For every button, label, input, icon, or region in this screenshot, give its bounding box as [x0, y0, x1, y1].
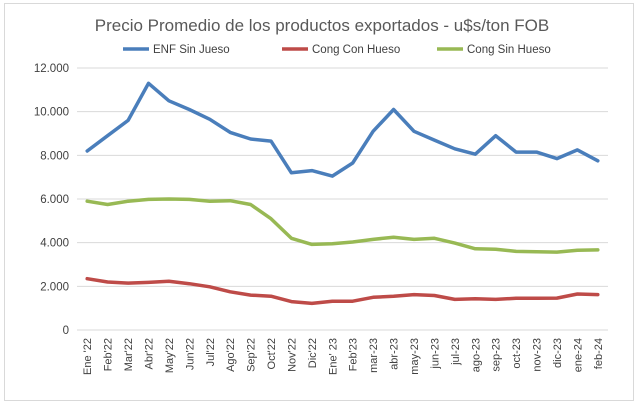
x-tick-label: abr-23	[389, 338, 401, 370]
line-chart: Precio Promedio de los productos exporta…	[34, 16, 608, 375]
series-line-3	[85, 197, 600, 254]
x-axis: Ene '22 Feb'22 Mar'22 Abr'22 May'22 Jun'22 Jul…	[82, 338, 605, 375]
y-axis: 0 2.000 4.000 6.000 8.000 10.000 12.000	[34, 63, 69, 337]
x-tick-label: Abr'22	[143, 338, 155, 369]
x-tick-label: ene-24	[572, 338, 584, 372]
y-tick-label: 10.000	[34, 107, 69, 119]
x-tick-label: Mar'22	[123, 338, 135, 371]
x-tick-label: ago-23	[470, 338, 482, 372]
x-tick-label: may-23	[409, 338, 421, 375]
series-line-2	[85, 276, 600, 306]
y-tick-label: 6.000	[40, 194, 69, 206]
x-tick-label: Oct'22	[266, 338, 278, 369]
y-tick-label: 12.000	[34, 63, 69, 75]
chart-title: Precio Promedio de los productos exporta…	[95, 16, 550, 35]
x-tick-label: Feb'23	[348, 338, 360, 371]
x-tick-label: Nov'22	[286, 338, 298, 372]
y-tick-label: 0	[63, 325, 69, 337]
y-tick-label: 8.000	[40, 150, 69, 162]
x-tick-label: Dic'22	[307, 338, 319, 368]
chart-frame: Precio Promedio de los productos exporta…	[4, 3, 634, 401]
y-tick-label: 2.000	[40, 281, 69, 293]
x-tick-label: Jul'22	[205, 338, 217, 366]
series-line-1	[85, 81, 600, 178]
x-tick-label: mar-23	[368, 338, 380, 373]
x-tick-label: Ene '22	[82, 338, 94, 375]
x-tick-label: Sep'22	[246, 338, 258, 372]
x-tick-label: oct-23	[511, 338, 523, 369]
x-tick-label: dic-23	[552, 338, 564, 368]
x-tick-label: sep-23	[491, 338, 503, 372]
series-layer	[85, 81, 600, 306]
legend: ENF Sin Jueso Cong Con Hueso Cong Sin Hues…	[123, 44, 551, 56]
x-tick-label: jul-23	[450, 338, 462, 366]
y-tick-label: 4.000	[40, 238, 69, 250]
x-tick-label: May'22	[164, 338, 176, 373]
x-tick-label: Ene' 23	[327, 338, 339, 375]
x-tick-label: feb-24	[593, 338, 605, 369]
x-tick-label: Ago'22	[225, 338, 237, 372]
legend-label-2: Cong Con Hueso	[312, 44, 400, 56]
legend-label-3: Cong Sin Hueso	[467, 44, 551, 56]
legend-label-1: ENF Sin Jueso	[153, 44, 230, 56]
x-tick-label: nov-23	[532, 338, 544, 372]
x-tick-label: Jun'22	[184, 338, 196, 370]
x-tick-label: Feb'22	[103, 338, 115, 371]
x-tick-label: jun-23	[429, 338, 441, 370]
